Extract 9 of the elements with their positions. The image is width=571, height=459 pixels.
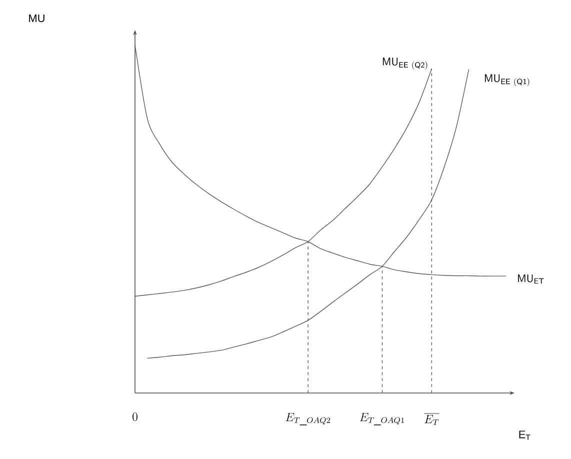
text: MU [29,14,44,22]
series-label: $\mathsf{MU}_{\mathsf{EE\ (Q1)}}$ [484,74,530,86]
x-tick-label: $E_{T\_OAQ1}$ [360,412,404,426]
x-tick-label: $E_{T\_OAQ2}$ [286,412,330,426]
series-label: $\mathsf{MU}_{\mathsf{ET}}$ [518,274,544,284]
series-label: $\mathsf{MU}_{\mathsf{EE\ (Q2)}}$ [382,58,428,70]
x-axis-title: E$_{T}$ [519,430,530,440]
x-tick-label: $\overline{E_T}$ [424,414,440,425]
x-tick-label: $0$ [132,412,138,421]
